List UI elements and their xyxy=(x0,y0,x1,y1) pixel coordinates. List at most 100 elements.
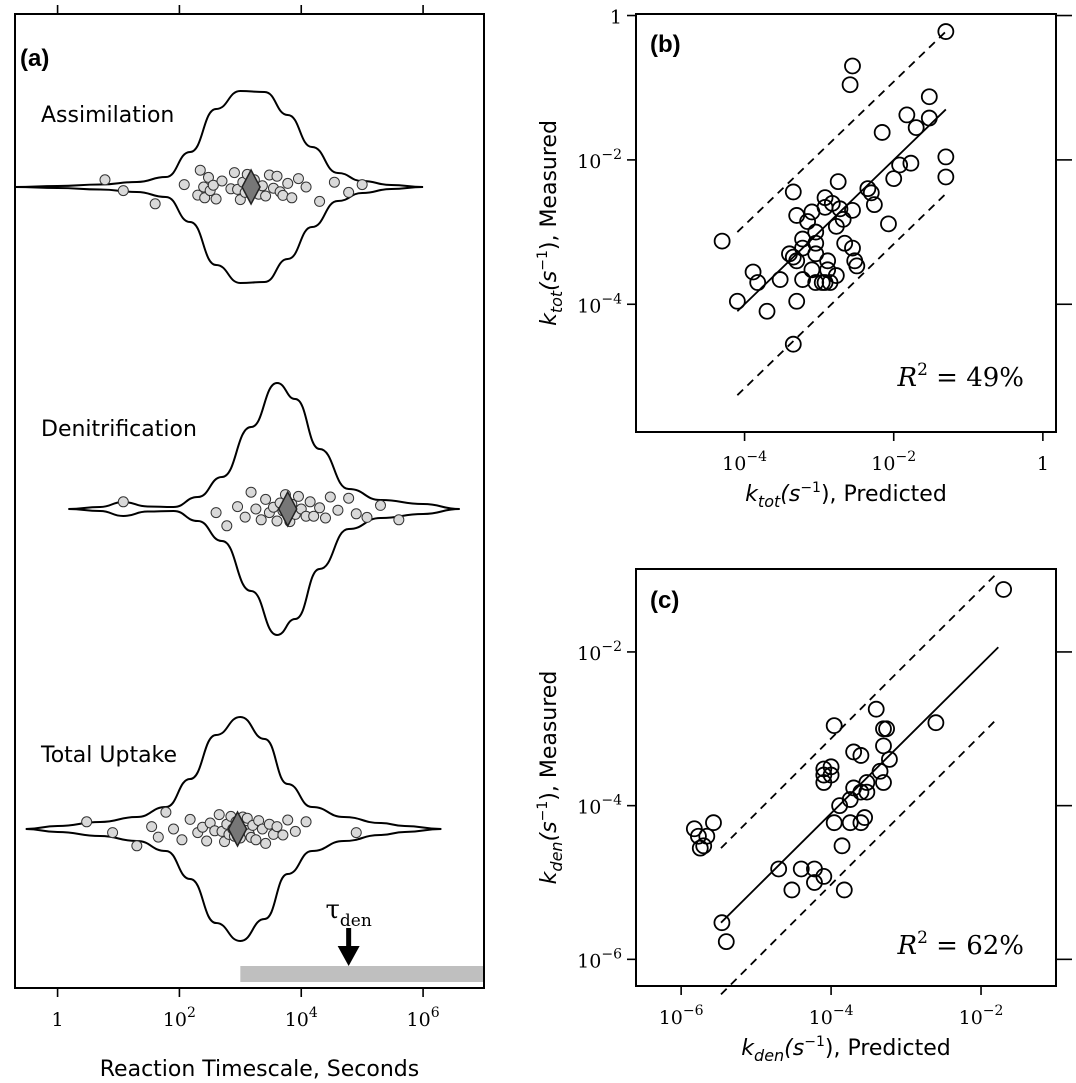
text-part: 1 xyxy=(52,1009,64,1031)
data-point xyxy=(871,762,889,780)
data-point xyxy=(885,170,903,188)
text-part: 10 xyxy=(577,797,601,819)
tick-label: 10−4 xyxy=(722,449,767,475)
data-point xyxy=(873,124,891,141)
data-point xyxy=(867,700,885,718)
data-point xyxy=(937,23,955,40)
data-point xyxy=(356,179,368,191)
data-point xyxy=(815,766,833,784)
data-point xyxy=(199,192,211,204)
panel-label: (b) xyxy=(650,31,681,58)
text-part: 4 xyxy=(309,1005,318,1021)
data-point xyxy=(149,198,161,210)
data-point xyxy=(260,190,272,202)
data-point xyxy=(852,747,870,764)
data-point xyxy=(319,512,331,524)
data-point xyxy=(803,203,821,221)
data-point xyxy=(232,501,244,513)
data-point xyxy=(152,831,164,843)
panel-frame xyxy=(635,568,1057,987)
text-part: 10 xyxy=(577,295,601,317)
data-point xyxy=(324,491,336,503)
data-point xyxy=(184,813,196,825)
data-point xyxy=(784,248,802,266)
data-point xyxy=(841,814,859,832)
data-point xyxy=(829,173,847,191)
data-point xyxy=(807,223,825,241)
text-part: , Predicted xyxy=(833,1036,950,1061)
data-point xyxy=(728,292,746,310)
text-part: 2 xyxy=(917,928,928,948)
tick-label: 1 xyxy=(52,1009,64,1031)
data-point xyxy=(292,173,304,185)
data-point xyxy=(332,504,344,516)
data-point xyxy=(202,171,214,183)
text-part: tot xyxy=(758,492,781,511)
group-label: Assimilation xyxy=(41,103,174,128)
data-point xyxy=(210,507,222,519)
data-point xyxy=(856,809,874,826)
data-point xyxy=(875,737,892,755)
data-point xyxy=(375,499,387,511)
data-point xyxy=(289,825,301,837)
data-point xyxy=(799,213,816,230)
data-point xyxy=(852,814,870,832)
text-part: den xyxy=(340,911,372,931)
text-part: −1 xyxy=(535,801,551,822)
data-point xyxy=(717,933,735,951)
text-part: ) xyxy=(821,482,830,507)
text-part: 10 xyxy=(577,643,601,665)
tick-label: 10−4 xyxy=(577,793,622,819)
data-point xyxy=(878,720,895,738)
data-point xyxy=(81,816,93,828)
text-part: ) xyxy=(825,1036,834,1061)
text-part: −2 xyxy=(895,449,916,465)
data-point xyxy=(393,514,405,526)
tau-den-arrow-head xyxy=(337,946,360,966)
data-point xyxy=(328,176,340,188)
data-point xyxy=(343,186,355,198)
data-point xyxy=(260,493,272,505)
text-part: −1 xyxy=(804,1034,825,1050)
data-point xyxy=(783,881,801,899)
text-part: −6 xyxy=(683,1003,704,1019)
panel-a-frame xyxy=(14,13,485,989)
x-axis-label: ktot(s−1), Predicted xyxy=(745,480,947,511)
text-part: (s xyxy=(537,821,562,841)
data-point xyxy=(691,839,709,857)
data-point xyxy=(844,201,861,219)
data-point xyxy=(221,520,233,532)
data-point xyxy=(350,508,362,520)
data-point xyxy=(713,914,731,932)
data-point xyxy=(271,821,283,833)
data-point xyxy=(228,167,240,179)
data-point xyxy=(713,232,731,250)
data-point xyxy=(831,797,849,815)
panel-label: (c) xyxy=(650,587,679,614)
data-point xyxy=(239,511,251,523)
tick-label: 10−4 xyxy=(577,291,622,317)
data-point xyxy=(300,816,312,828)
y-axis-label: kden(s−1), Measured xyxy=(535,671,566,885)
data-point xyxy=(304,496,316,508)
data-point xyxy=(827,217,845,235)
text-part: , Predicted xyxy=(830,482,947,507)
text-part: −2 xyxy=(983,1003,1004,1019)
lower-bound-line xyxy=(720,716,999,996)
data-point xyxy=(343,492,355,504)
upper-bound-line xyxy=(736,30,947,233)
text-part: −1 xyxy=(800,480,821,496)
data-point xyxy=(176,834,188,846)
x-axis-label: kden(s−1), Predicted xyxy=(741,1034,950,1065)
text-part: 10 xyxy=(407,1009,431,1031)
text-part: R xyxy=(896,363,917,393)
data-point xyxy=(178,179,190,191)
data-point xyxy=(865,196,883,214)
y-axis-label-group: ktot(s−1), Measured xyxy=(535,120,566,326)
data-point xyxy=(314,502,326,514)
data-point xyxy=(816,274,834,291)
data-point xyxy=(920,109,938,127)
data-point xyxy=(859,180,877,198)
data-point xyxy=(833,837,851,855)
data-point xyxy=(862,184,880,202)
